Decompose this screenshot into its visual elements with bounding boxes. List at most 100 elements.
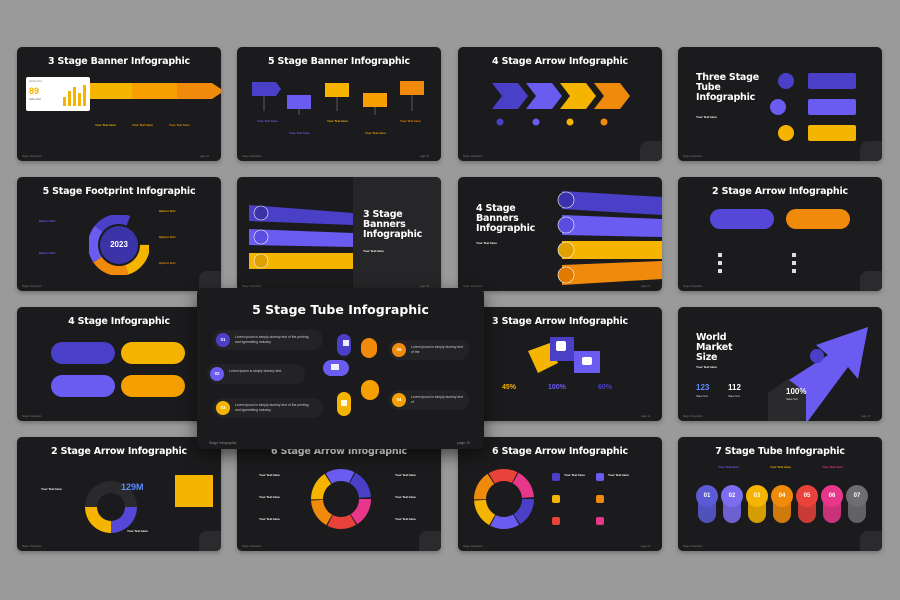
stat-value: 112 — [728, 383, 741, 392]
stage-text: Lorem ipsum is simply dummy text of the — [411, 345, 464, 354]
corner-decoration — [199, 271, 221, 291]
checkbox — [718, 269, 722, 273]
option-label: Option Text — [39, 251, 56, 255]
circular-arrow — [85, 481, 137, 533]
body-label: Your Text Here — [395, 517, 416, 521]
slide-footer: Stage Infographic — [209, 441, 237, 445]
body-label: Your Text Here — [127, 529, 148, 533]
stage-pill — [121, 375, 185, 397]
stat-label: Value Text — [696, 395, 708, 398]
stat-value: 123 — [696, 383, 710, 392]
body-label: Your Text Here — [395, 473, 416, 477]
slide-footer: Stage Infographic — [22, 285, 42, 288]
slide-thumbnail[interactable]: 5 Stage Banner Infographic Your Text Her… — [237, 47, 441, 161]
slide-footer: Stage Infographic — [242, 155, 262, 158]
body-label: Your Text Here — [564, 473, 585, 477]
slide-thumbnail[interactable]: Three Stage Tube Infographic Your Text H… — [678, 47, 882, 161]
center-year: 2023 — [110, 240, 128, 249]
slide-thumbnail[interactable]: 4 Stage Arrow Infographic Stage Infograp… — [458, 47, 662, 161]
stage-pill — [786, 209, 850, 229]
slide-thumbnail[interactable]: 3 Stage Banner Infographic Global Size 8… — [17, 47, 221, 161]
side-panel — [353, 177, 441, 291]
stage-value: 100% — [548, 384, 566, 391]
tube-body — [698, 501, 716, 523]
value-card: Global Size 89 Value Text — [26, 77, 90, 111]
slide-title: 3 Stage Banners Infographic — [363, 209, 423, 240]
stage-item: 02 Lorem Ipsum is simply dummy text. — [207, 364, 305, 384]
stage-text: Lorem Ipsum is simply dummy text. — [229, 369, 283, 373]
slide-thumbnail[interactable]: 2 Stage Arrow Infographic 129M Your Text… — [17, 437, 221, 551]
slide-thumbnail[interactable]: 2 Stage Arrow Infographic Stage Infograp… — [678, 177, 882, 291]
slide-footer: Stage Infographic — [683, 155, 703, 158]
body-label: Your Text Here — [259, 473, 280, 477]
card-value: 89 — [29, 86, 40, 96]
corner-decoration — [860, 531, 882, 551]
banner-stack — [249, 205, 353, 269]
checkbox — [792, 261, 796, 265]
stage-value: 45% — [502, 384, 517, 391]
page-number: page 06 — [419, 285, 429, 288]
tube-body — [848, 501, 866, 523]
page-number: page 11 — [641, 415, 650, 418]
slide-title: World Market Size — [696, 332, 733, 363]
tube-body — [773, 501, 791, 523]
slide-title: 6 Stage Arrow Infographic — [492, 446, 628, 457]
stage-label: Your Text Here — [327, 119, 348, 123]
stage-label: Your Text Here — [365, 131, 386, 135]
body-label: Your Text Here — [259, 495, 280, 499]
slide-footer: Stage Infographic — [242, 285, 262, 288]
slide-thumbnail[interactable]: 3 Stage Banners Infographic Your Text He… — [237, 177, 441, 291]
stage-label: Your Text Here — [257, 119, 278, 123]
card-label: Global Size — [29, 80, 43, 83]
corner-decoration — [860, 271, 882, 291]
option-label: Option Text — [159, 235, 176, 239]
stage-value: 60% — [598, 384, 613, 391]
slide-thumbnail[interactable]: 6 Stage Arrow Infographic Your Text Here… — [458, 437, 662, 551]
slide-title: 4 Stage Infographic — [68, 316, 170, 327]
stage-text: Lorem ipsum is simply dummy text of the … — [235, 335, 309, 344]
six-arrow-ring — [311, 469, 371, 529]
featured-title: 5 Stage Tube Infographic — [252, 302, 429, 317]
tube-stages — [770, 73, 856, 141]
corner-decoration — [199, 531, 221, 551]
stage-item: 04 Lorem ipsum is simply dummy text of — [389, 390, 469, 410]
highlight-box — [175, 475, 213, 507]
slide-thumbnail[interactable]: 4 Stage Infographic Stage Infographic pa… — [17, 307, 221, 421]
slide-thumbnail[interactable]: 6 Stage Arrow Infographic Your Text Here… — [237, 437, 441, 551]
checkbox — [718, 253, 722, 257]
stage-label: Your Text Here — [169, 123, 190, 127]
stage-item: 01 Lorem ipsum is simply dummy text of t… — [213, 330, 323, 350]
stat-label: Value Text — [786, 398, 798, 401]
slide-title: 5 Stage Footprint Infographic — [42, 186, 196, 197]
arrow-cluster — [528, 337, 600, 373]
slide-thumbnail[interactable]: 7 Stage Tube Infographic 01 02 03 04 05 06 07 … — [678, 437, 882, 551]
body-label: Your Text Here — [259, 517, 280, 521]
page-number: page 01 — [199, 155, 209, 158]
body-label: Your Text Here — [696, 365, 717, 369]
option-label: Option Text — [159, 209, 176, 213]
slide-title: Three Stage Tube Infographic — [696, 72, 759, 103]
arrow-chain — [492, 83, 630, 109]
stage-text: Lorem ipsum is simply dummy text of the … — [235, 403, 309, 412]
stage-item: 05 Lorem ipsum is simply dummy text of t… — [389, 340, 469, 360]
tube-body — [798, 501, 816, 523]
slide-footer: Stage Infographic — [683, 415, 703, 418]
stage-pill — [121, 342, 185, 364]
slide-thumbnail[interactable]: World Market Size Your Text Here 123 112… — [678, 307, 882, 421]
stage-pill — [51, 375, 115, 397]
slide-title: 3 Stage Banner Infographic — [48, 56, 190, 67]
slide-thumbnail[interactable]: 4 Stage Banners Infographic Your Text He… — [458, 177, 662, 291]
slide-thumbnail[interactable]: 3 Stage Arrow Infographic 45% 100% 60% S… — [458, 307, 662, 421]
checkbox — [792, 269, 796, 273]
slide-footer: Stage Infographic — [22, 415, 42, 418]
mini-bar-chart — [63, 85, 86, 106]
featured-slide[interactable]: 5 Stage Tube Infographic 01 Lorem ipsum … — [197, 288, 484, 449]
corner-decoration — [419, 531, 441, 551]
stage-icons — [552, 473, 604, 525]
tube-body — [823, 501, 841, 523]
body-label: Your Text Here — [363, 249, 384, 253]
stage-number: 01 — [216, 333, 230, 347]
growth-arrow — [768, 327, 868, 421]
checkbox — [792, 253, 796, 257]
slide-thumbnail[interactable]: 5 Stage Footprint Infographic 2023 Optio… — [17, 177, 221, 291]
